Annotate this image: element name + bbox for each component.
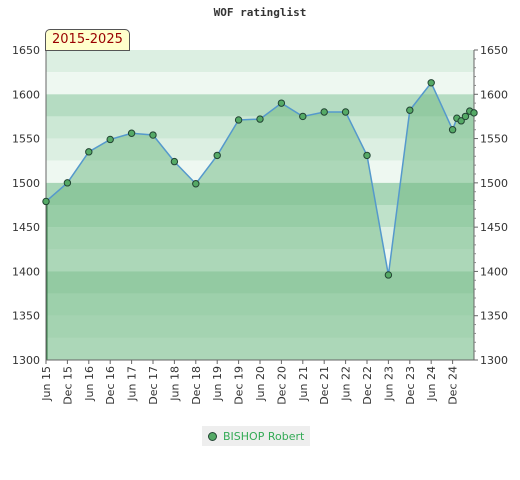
data-point xyxy=(63,179,72,187)
y-tick-label-right: 1600 xyxy=(480,88,508,101)
y-tick-label-right: 1300 xyxy=(480,354,508,367)
data-point xyxy=(470,109,478,117)
y-tick-label-left: 1650 xyxy=(12,44,40,57)
x-tick-label: Dec 20 xyxy=(275,366,288,405)
x-tick-label: Jun 21 xyxy=(297,366,310,402)
date-range-badge: 2015-2025 xyxy=(45,29,130,51)
data-point xyxy=(384,271,393,279)
data-point xyxy=(299,112,307,121)
data-point xyxy=(461,112,470,121)
x-tick-label: Dec 24 xyxy=(447,366,460,405)
y-tick-label-left: 1450 xyxy=(12,221,40,234)
y-tick-label-right: 1400 xyxy=(480,265,508,278)
x-tick-label: Jun 24 xyxy=(425,366,438,402)
points-layer xyxy=(42,79,478,279)
data-point xyxy=(341,108,350,116)
x-tick-label: Dec 16 xyxy=(104,366,117,405)
data-point xyxy=(427,79,435,87)
x-tick-label: Dec 17 xyxy=(147,366,160,405)
y-tick-label-left: 1550 xyxy=(12,133,40,146)
y-tick-label-right: 1500 xyxy=(480,177,508,190)
x-tick-label: Jun 19 xyxy=(211,366,224,402)
x-tick-label: Dec 23 xyxy=(404,366,417,405)
y-tick-label-left: 1500 xyxy=(12,177,40,190)
x-tick-label: Jun 22 xyxy=(340,366,353,402)
data-point xyxy=(127,129,136,137)
x-tick-label: Jun 20 xyxy=(254,366,267,402)
background-band xyxy=(46,50,474,73)
legend[interactable]: BISHOP Robert xyxy=(202,426,311,446)
y-tick-label-left: 1300 xyxy=(12,354,40,367)
data-point xyxy=(256,115,264,123)
data-point xyxy=(149,131,157,139)
data-point xyxy=(106,135,114,144)
background-band xyxy=(46,72,474,95)
data-point xyxy=(406,106,414,114)
data-point xyxy=(170,157,179,166)
y-tick-label-right: 1450 xyxy=(480,221,508,234)
y-tick-label-left: 1600 xyxy=(12,88,40,101)
axes: 1300 1300 1350 1350 1400 1400 1450 1450 1500 1500… xyxy=(12,44,508,405)
x-tick-label: Jun 15 xyxy=(40,366,53,402)
data-point xyxy=(448,126,457,134)
x-tick-label: Jun 18 xyxy=(168,366,181,402)
y-tick-label-right: 1650 xyxy=(480,44,508,57)
x-tick-label: Dec 21 xyxy=(318,366,331,405)
y-tick-label-left: 1350 xyxy=(12,310,40,323)
y-tick-label-right: 1550 xyxy=(480,133,508,146)
x-tick-label: Jun 17 xyxy=(126,366,139,402)
data-point xyxy=(320,108,328,116)
series-area xyxy=(46,82,474,361)
background-band xyxy=(46,94,474,117)
legend-label: BISHOP Robert xyxy=(223,429,305,443)
x-tick-label: Dec 18 xyxy=(190,366,203,405)
data-point xyxy=(457,117,465,125)
legend-marker-icon xyxy=(208,431,217,441)
data-point xyxy=(213,151,221,160)
x-tick-label: Dec 22 xyxy=(361,366,374,405)
y-tick-label-right: 1350 xyxy=(480,310,508,323)
data-point xyxy=(42,197,50,206)
data-point xyxy=(192,180,200,188)
y-tick-label-left: 1400 xyxy=(12,265,40,278)
x-tick-label: Jun 16 xyxy=(83,366,96,402)
data-point xyxy=(234,116,243,124)
chart-title: WOF ratinglist xyxy=(213,6,307,19)
x-tick-label: Dec 19 xyxy=(233,366,246,405)
x-tick-label: Jun 23 xyxy=(382,366,395,402)
data-point xyxy=(277,99,286,107)
data-point xyxy=(85,148,93,156)
data-point xyxy=(363,151,371,160)
x-tick-label: Dec 15 xyxy=(61,366,74,405)
